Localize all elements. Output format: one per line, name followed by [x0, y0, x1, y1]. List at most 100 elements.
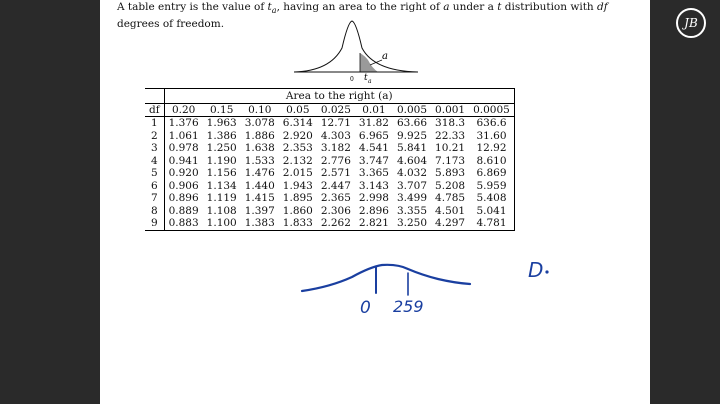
df-cell: 1 [145, 116, 165, 130]
column-header: 0.20 [164, 102, 203, 117]
table-cell: 2.262 [316, 217, 355, 231]
table-cell: 6.965 [358, 129, 389, 142]
table-cell: 1.963 [206, 117, 237, 130]
intro-text-part: under a [449, 1, 498, 13]
table-cell: 9.925 [396, 129, 428, 142]
intro-text-part: A table entry is the value of [117, 1, 268, 13]
handwritten-zero: 0 [360, 298, 371, 318]
a-symbol: a [443, 1, 450, 13]
table-cell: 4.785 [435, 192, 466, 205]
column-header: 0.0005 [469, 102, 515, 117]
ta-subscript: a [368, 78, 372, 84]
intro-text-part: distribution with [501, 1, 598, 13]
column-header-row: df 0.20 0.15 0.10 0.05 0.025 0.01 0.005 0.001 0.… [145, 102, 515, 117]
table-cell: 636.6 [469, 116, 515, 130]
t-distribution-table: Area to the right (a) df 0.20 0.15 0.10 0.0… [145, 88, 515, 231]
table-cell: 1.383 [240, 217, 279, 231]
empty-corner-cell [145, 88, 165, 103]
column-header: 0.10 [240, 102, 279, 117]
handwritten-letter: D [528, 258, 543, 282]
table-cell: 4.501 [435, 204, 466, 217]
table-cell: 6.314 [282, 117, 313, 130]
table-row: 2 1.061 1.386 1.886 2.920 4.303 6.965 9.925 22.3… [145, 129, 515, 142]
table-row: 8 0.889 1.108 1.397 1.860 2.306 2.896 3.355 4.50… [145, 204, 515, 217]
intro-text-part: , having an area to the right of [276, 1, 444, 13]
df-cell: 3 [145, 142, 165, 155]
t-distribution-curve-diagram: a 0 t a [293, 20, 419, 84]
table-cell: 2.447 [320, 179, 351, 192]
table-row: 3 0.978 1.250 1.638 2.353 3.182 4.541 5.841 10.2… [145, 142, 515, 155]
table-cell: 2.776 [320, 154, 351, 167]
table-cell: 1.886 [244, 129, 275, 142]
table-cell: 3.355 [396, 204, 428, 217]
table-cell: 2.998 [358, 192, 389, 205]
table-cell: 8.610 [469, 154, 515, 167]
table-cell: 2.896 [358, 204, 389, 217]
df-header: df [145, 102, 165, 117]
table-cell: 0.883 [164, 217, 203, 231]
shaded-tail-area [360, 53, 378, 72]
table-row: 4 0.941 1.190 1.533 2.132 2.776 3.747 4.604 7.17… [145, 154, 515, 167]
column-header: 0.001 [431, 102, 470, 117]
df-cell: 6 [145, 179, 165, 192]
hand-drawn-curve [300, 263, 472, 293]
table-cell: 3.250 [392, 217, 432, 231]
df-cell: 2 [145, 129, 165, 142]
column-header: 0.025 [316, 102, 355, 117]
table-cell: 31.82 [358, 117, 389, 130]
table-cell: 4.604 [396, 154, 428, 167]
df-cell: 5 [145, 167, 165, 180]
table-cell: 0.889 [168, 204, 199, 217]
table-cell: 1.415 [244, 192, 275, 205]
a-pointer-line [369, 59, 383, 66]
document-page: A table entry is the value of ta, having… [100, 0, 630, 404]
table-cell: 12.71 [320, 117, 351, 130]
zero-label: 0 [350, 76, 354, 83]
table-cell: 4.781 [469, 217, 515, 231]
table-cell: 22.33 [435, 129, 466, 142]
table-body: 1 1.376 1.963 3.078 6.314 12.71 31.82 63.66 318.… [145, 116, 515, 231]
table-cell: 2.571 [320, 167, 351, 180]
table-cell: 1.440 [244, 179, 275, 192]
handwritten-dot [545, 270, 549, 274]
table-cell: 5.959 [469, 179, 515, 192]
page-edge-strip [630, 0, 650, 404]
table-cell: 1.397 [244, 204, 275, 217]
table-cell: 12.92 [469, 142, 515, 155]
table-cell: 1.386 [206, 129, 237, 142]
handwritten-sketch: 0 259 D [300, 258, 549, 318]
a-label: a [382, 51, 388, 62]
table-cell: 6.869 [469, 167, 515, 180]
table-cell: 0.941 [168, 154, 199, 167]
table-cell: 4.297 [431, 217, 470, 231]
table-cell: 0.906 [168, 179, 199, 192]
table-row: 5 0.920 1.156 1.476 2.015 2.571 3.365 4.032 5.89… [145, 167, 515, 180]
table-cell: 1.250 [206, 142, 237, 155]
df-cell: 4 [145, 154, 165, 167]
table-cell: 3.078 [244, 117, 275, 130]
table-cell: 3.707 [396, 179, 428, 192]
intro-text: A table entry is the value of ta, having… [117, 1, 617, 31]
table-cell: 4.303 [320, 129, 351, 142]
df-symbol: df [597, 1, 608, 13]
table-cell: 5.408 [469, 192, 515, 205]
table-cell: 1.476 [244, 167, 275, 180]
table-row: 6 0.906 1.134 1.440 1.943 2.447 3.143 3.707 5.20… [145, 179, 515, 192]
table-cell: 3.499 [396, 192, 428, 205]
area-header: Area to the right (a) [164, 88, 515, 103]
table-cell: 0.896 [168, 192, 199, 205]
table-cell: 63.66 [396, 117, 428, 130]
table-cell: 318.3 [435, 117, 466, 130]
table-cell: 5.041 [469, 204, 515, 217]
column-header: 0.15 [202, 102, 241, 117]
table-cell: 1.533 [244, 154, 275, 167]
table-cell: 2.353 [282, 142, 313, 155]
table-cell: 1.895 [282, 192, 313, 205]
a-subscript: a [271, 6, 277, 16]
handwritten-value: 259 [393, 297, 424, 316]
table-cell: 2.365 [320, 192, 351, 205]
table-row: 7 0.896 1.119 1.415 1.895 2.365 2.998 3.499 4.78… [145, 192, 515, 205]
table-cell: 4.032 [396, 167, 428, 180]
column-header: 0.05 [278, 102, 317, 117]
ta-label: t [364, 73, 368, 83]
